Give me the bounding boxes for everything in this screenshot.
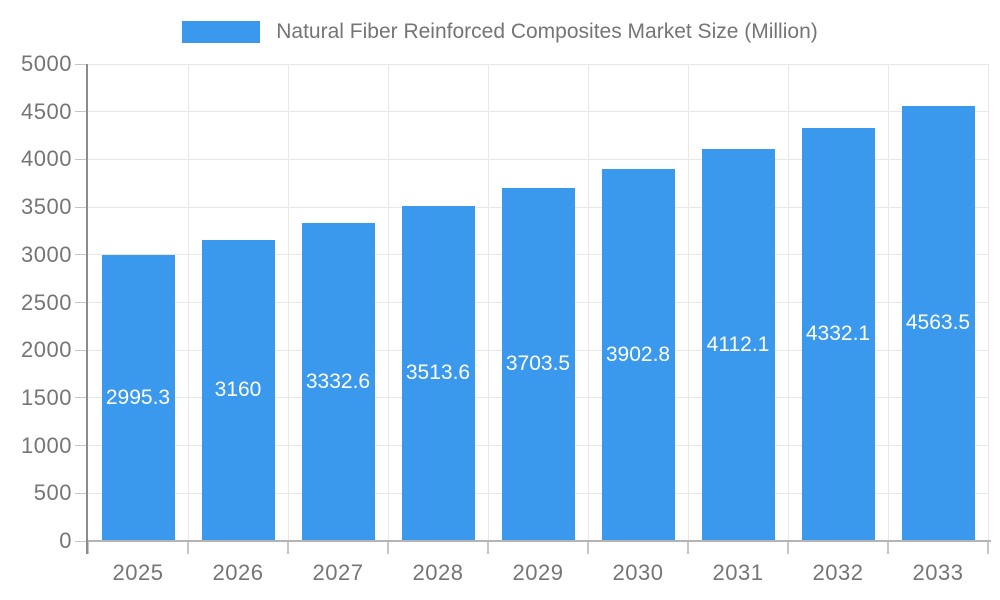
y-axis-label: 2000	[21, 337, 72, 363]
x-axis-tick	[587, 541, 589, 554]
y-axis-label: 3000	[21, 241, 72, 267]
bar-2032[interactable]: 4332.1	[801, 127, 875, 541]
x-axis-tick	[487, 541, 489, 554]
v-gridline	[387, 64, 389, 541]
bar-2033[interactable]: 4563.5	[901, 105, 975, 541]
bar-2031[interactable]: 4112.1	[701, 148, 775, 541]
x-axis-label-2026: 2026	[212, 560, 264, 585]
bar-2025[interactable]: 2995.3	[101, 255, 175, 541]
bar-value-label: 2995.3	[105, 386, 171, 410]
legend-item[interactable]: Natural Fiber Reinforced Composites Mark…	[182, 21, 818, 43]
y-axis-tick	[75, 540, 88, 542]
y-axis-label: 1500	[21, 384, 72, 410]
v-gridline	[787, 64, 789, 541]
h-gridline	[88, 63, 988, 65]
bar-value-label: 3160	[214, 378, 262, 402]
y-axis-tick	[75, 445, 88, 447]
bar-value-label: 4112.1	[706, 332, 770, 356]
x-axis-label-2027: 2027	[312, 560, 364, 585]
x-axis-tick	[87, 541, 89, 554]
x-axis-label-2033: 2033	[912, 560, 964, 585]
y-axis-label: 5000	[21, 51, 72, 76]
y-axis-tick	[75, 254, 88, 256]
x-axis-tick	[687, 541, 689, 554]
legend-label: Natural Fiber Reinforced Composites Mark…	[276, 20, 818, 43]
bar-2026[interactable]: 3160	[201, 239, 275, 541]
h-gridline	[88, 158, 988, 160]
y-axis-label: 4000	[21, 146, 72, 172]
x-axis-line	[87, 540, 991, 542]
y-axis-label: 1000	[21, 432, 72, 458]
v-gridline	[687, 64, 689, 541]
x-axis-label-2029: 2029	[512, 560, 564, 585]
bar-value-label: 4332.1	[805, 322, 871, 346]
bar-2029[interactable]: 3703.5	[501, 187, 575, 541]
y-axis-line	[86, 64, 88, 554]
y-axis-tick	[75, 158, 88, 160]
x-axis-tick	[987, 541, 989, 554]
legend-swatch-icon	[182, 21, 261, 43]
bar-value-label: 4563.5	[905, 311, 971, 335]
x-axis-tick	[887, 541, 889, 554]
y-axis-tick	[75, 492, 88, 494]
x-axis-tick	[387, 541, 389, 554]
bar-2030[interactable]: 3902.8	[601, 168, 675, 541]
x-axis-label-2030: 2030	[612, 560, 664, 585]
h-gridline	[88, 111, 988, 113]
y-axis-tick	[75, 349, 88, 351]
v-gridline	[487, 64, 489, 541]
x-axis-label-2028: 2028	[412, 560, 464, 585]
y-axis-tick	[75, 302, 88, 303]
v-gridline	[587, 64, 589, 541]
bar-2028[interactable]: 3513.6	[401, 205, 475, 541]
y-axis-tick	[75, 111, 88, 113]
x-axis-tick	[187, 541, 189, 554]
y-axis-tick	[75, 206, 88, 208]
y-axis-label: 0	[59, 528, 72, 553]
bar-2027[interactable]: 3332.6	[301, 223, 375, 541]
legend: Natural Fiber Reinforced Composites Mark…	[0, 21, 1000, 43]
y-axis-label: 3500	[21, 194, 72, 220]
y-axis-label: 2500	[21, 289, 72, 315]
x-axis-label-2025: 2025	[112, 560, 164, 585]
x-axis-label-2032: 2032	[812, 560, 864, 585]
bar-value-label: 3902.8	[605, 342, 671, 366]
y-axis-tick	[75, 63, 88, 65]
v-gridline	[987, 64, 989, 541]
x-axis-tick	[287, 541, 289, 554]
bar-value-label: 3513.6	[405, 361, 471, 385]
x-axis-label-2031: 2031	[712, 560, 764, 585]
v-gridline	[287, 64, 289, 541]
y-axis-label: 4500	[21, 98, 72, 124]
v-gridline	[887, 64, 889, 541]
x-axis-tick	[787, 541, 789, 554]
v-gridline	[187, 64, 189, 541]
y-axis-tick	[75, 397, 88, 399]
bar-value-label: 3332.6	[305, 370, 371, 394]
bar-value-label: 3703.5	[505, 352, 571, 376]
y-axis-label: 500	[33, 480, 72, 506]
